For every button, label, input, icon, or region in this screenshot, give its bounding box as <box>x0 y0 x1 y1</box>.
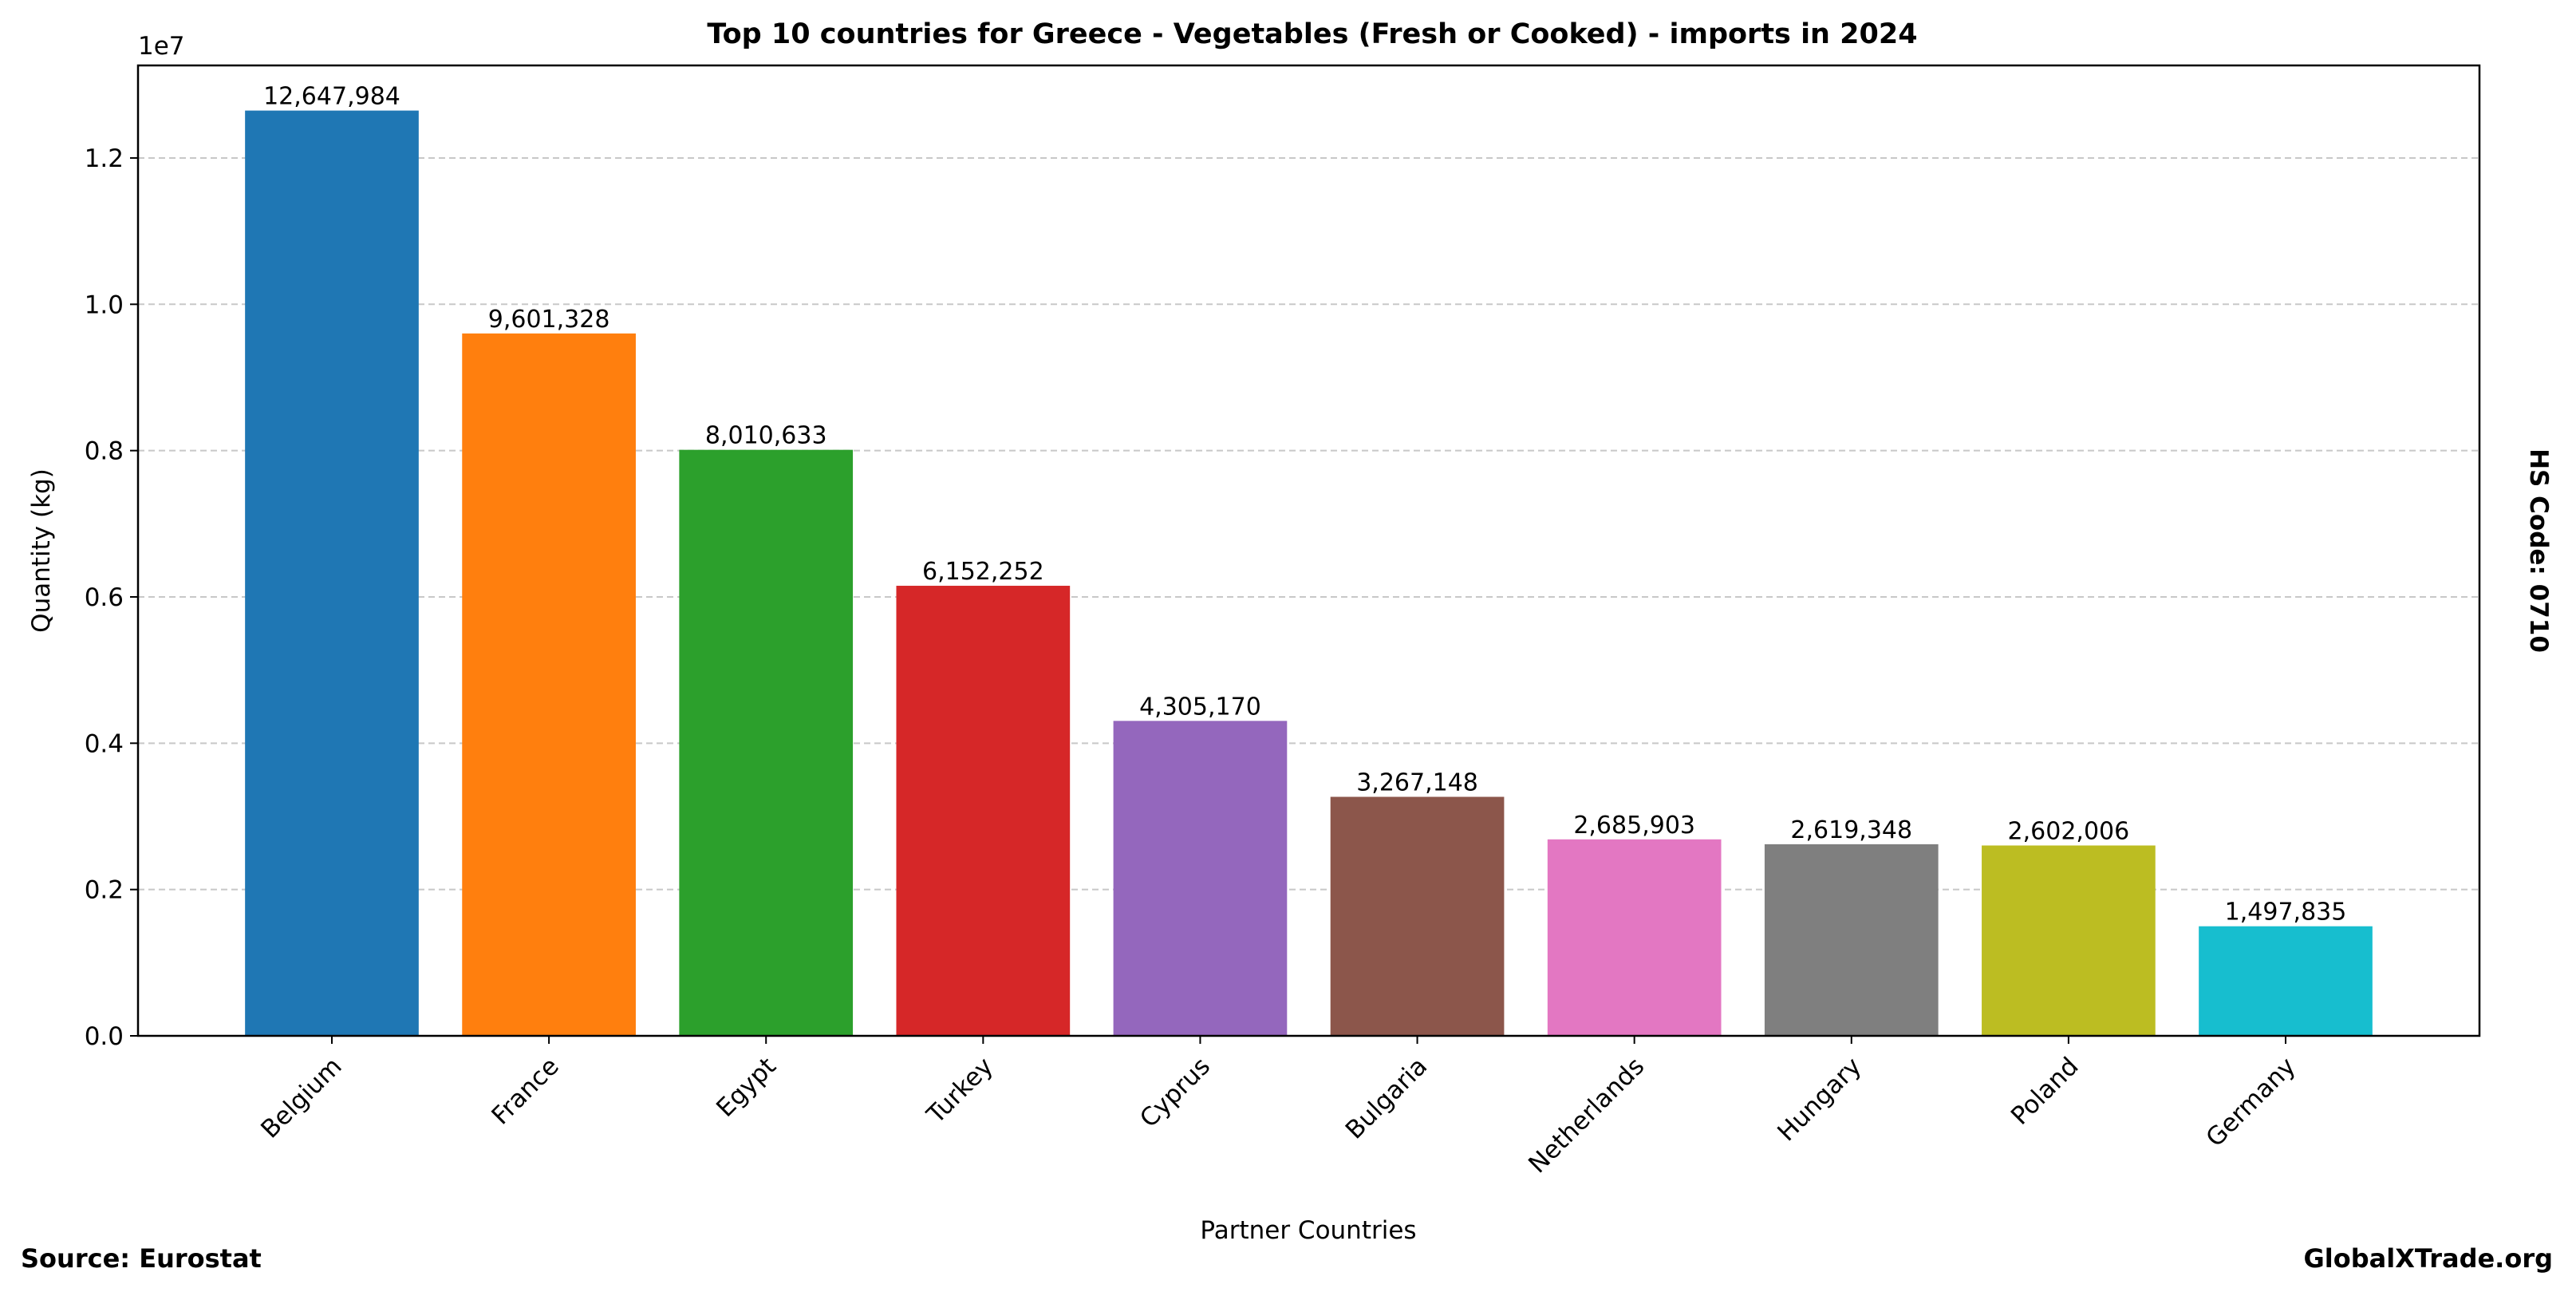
bar-netherlands <box>1547 839 1722 1036</box>
x-tick-label: Cyprus <box>1134 1052 1216 1133</box>
x-tick-label: Turkey <box>921 1052 999 1130</box>
bar-bulgaria <box>1330 796 1505 1036</box>
value-label: 3,267,148 <box>1356 769 1478 797</box>
value-label: 2,685,903 <box>1573 812 1695 840</box>
y-offset-label: 1e7 <box>138 32 185 61</box>
bar-poland <box>1982 845 2156 1036</box>
bar-germany <box>2199 926 2373 1036</box>
value-label: 6,152,252 <box>922 558 1044 586</box>
bars <box>245 110 2373 1036</box>
brand-label: GlobalXTrade.org <box>2304 1243 2553 1274</box>
y-tick-label: 0.2 <box>85 876 124 905</box>
axes-frame <box>136 64 2481 1037</box>
value-label: 2,619,348 <box>1790 816 1912 844</box>
y-tick-label: 1.2 <box>85 144 124 173</box>
source-label: Source: Eurostat <box>21 1243 262 1274</box>
value-label: 4,305,170 <box>1139 693 1261 721</box>
bar-turkey <box>896 586 1071 1036</box>
x-tick-label: Germany <box>2200 1052 2301 1152</box>
y-tick-label: 1.0 <box>85 290 124 319</box>
x-tick-label: Netherlands <box>1523 1052 1650 1179</box>
bar-belgium <box>245 110 419 1036</box>
y-tick-label: 0.0 <box>85 1022 124 1051</box>
x-tick-label: Hungary <box>1772 1052 1867 1147</box>
value-label: 8,010,633 <box>705 422 827 450</box>
y-ticks: 0.0 0.2 0.4 0.6 0.8 1.0 1.2 <box>85 144 138 1051</box>
x-tick-label: France <box>486 1052 564 1130</box>
x-tick-label: Belgium <box>255 1052 347 1144</box>
bar-france <box>462 333 636 1036</box>
x-ticks: Belgium France Egypt Turkey Cyprus Bulgaria Ne… <box>255 1036 2302 1179</box>
chart-title: Top 10 countries for Greece - Vegetables… <box>707 18 1917 50</box>
bar-hungary <box>1764 844 1939 1036</box>
value-label: 12,647,984 <box>263 83 400 111</box>
x-tick-label: Poland <box>2006 1052 2085 1131</box>
bar-egypt <box>679 449 854 1036</box>
x-tick-label: Egypt <box>711 1052 782 1123</box>
y-axis-label: Quantity (kg) <box>27 468 56 633</box>
value-label: 1,497,835 <box>2225 899 2347 927</box>
hs-code-label: HS Code: 0710 <box>2524 448 2553 653</box>
y-tick-label: 0.6 <box>85 583 124 612</box>
x-tick-label: Bulgaria <box>1340 1052 1433 1144</box>
value-label: 9,601,328 <box>488 306 610 334</box>
y-tick-label: 0.4 <box>85 729 124 758</box>
value-label: 2,602,006 <box>2008 817 2130 845</box>
y-tick-label: 0.8 <box>85 437 124 466</box>
x-axis-label: Partner Countries <box>1200 1216 1416 1245</box>
value-labels: 12,647,984 9,601,328 8,010,633 6,152,252 4,3… <box>263 83 2346 927</box>
bar-cyprus <box>1113 721 1288 1036</box>
